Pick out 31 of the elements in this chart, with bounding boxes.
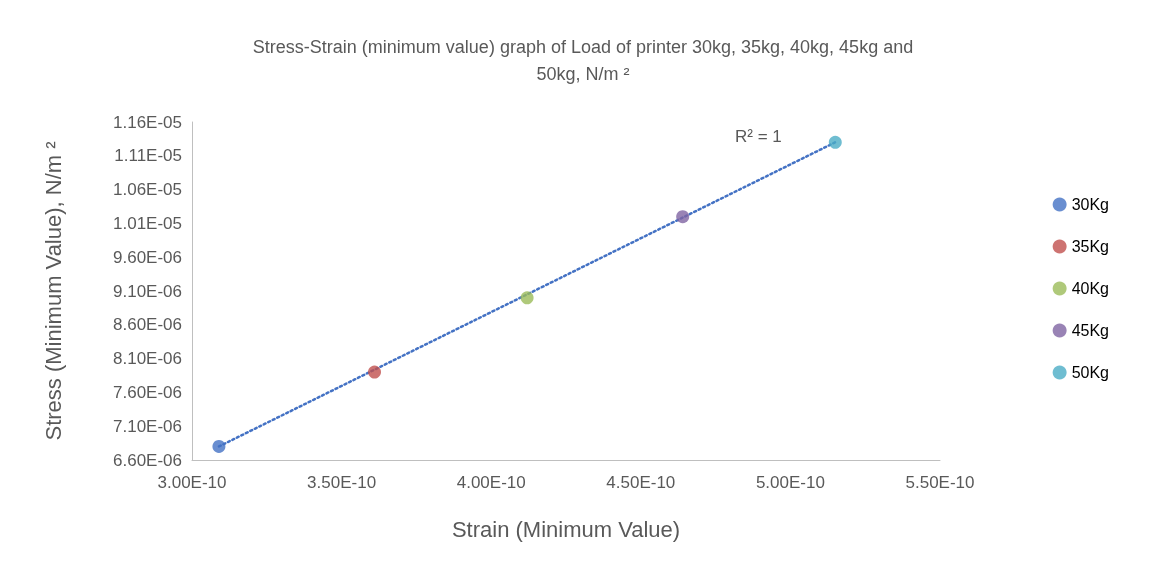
legend-label: 35Kg: [1071, 238, 1110, 255]
y-tick-label: 6.60E-06: [113, 450, 182, 470]
y-tick-label: 7.60E-06: [113, 382, 182, 402]
x-axis-title: Strain (Minimum Value): [451, 516, 681, 542]
y-tick-label: 8.60E-06: [113, 315, 182, 335]
legend-label: 40Kg: [1071, 280, 1110, 297]
annotation: R² = 1: [735, 127, 782, 146]
legend-label: 45Kg: [1071, 322, 1110, 339]
legend-label: 50Kg: [1071, 364, 1110, 381]
y-tick-label: 1.16E-05: [113, 112, 182, 132]
point: [828, 135, 842, 149]
x-tick-label: 4.00E-10: [456, 473, 526, 492]
x-tick-label: 5.50E-10: [905, 473, 975, 492]
x-tick-label: 3.00E-10: [157, 473, 227, 492]
x-tick-label: 4.50E-10: [606, 473, 676, 492]
y-tick-label: 8.10E-06: [113, 349, 182, 369]
point: [368, 365, 382, 379]
legend-label: 30Kg: [1071, 196, 1110, 213]
y-axis-title: Stress (Minimum Value), N/m ²: [40, 141, 66, 441]
point: [212, 439, 226, 453]
chart-title: Stress-Strain (minimum value) graph of Load of printer 30kg, 35kg, 40kg, 45kg and 50kg, N/m ²: [252, 36, 914, 84]
y-tick-label: 7.10E-06: [113, 416, 182, 436]
y-tick-label: 9.60E-06: [113, 247, 182, 267]
y-tick-label: 9.10E-06: [113, 281, 182, 301]
y-tick-label: 1.11E-05: [114, 146, 182, 166]
point: [676, 210, 690, 224]
point: [520, 291, 534, 305]
y-tick-label: 1.01E-05: [113, 213, 182, 233]
x-tick-label: 3.50E-10: [307, 473, 377, 492]
y-tick-label: 1.06E-05: [113, 180, 182, 200]
x-tick-label: 5.00E-10: [755, 473, 825, 492]
